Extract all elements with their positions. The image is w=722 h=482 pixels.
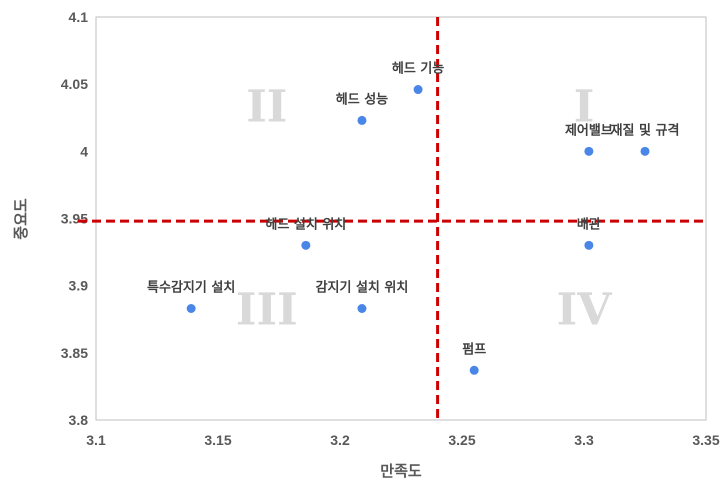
x-tick-label: 3.35 (692, 432, 719, 448)
quadrant-label: I (574, 82, 595, 133)
x-tick-label: 3.2 (330, 432, 350, 448)
data-point (186, 304, 196, 314)
y-tick-label: 3.8 (69, 412, 89, 428)
y-tick-label: 4 (80, 143, 88, 159)
data-point-label: 제어밸브 (565, 122, 613, 138)
x-tick-label: 3.3 (574, 432, 594, 448)
data-point (357, 304, 367, 314)
data-point-label: 배관 (577, 216, 601, 232)
data-point-label: 헤드 설치 위치 (265, 216, 346, 232)
data-points (186, 85, 650, 375)
plot-area (95, 16, 707, 421)
y-tick-label: 3.9 (69, 278, 89, 294)
data-point-label: 헤드 기능 (392, 61, 444, 77)
x-tick-label: 3.1 (86, 432, 106, 448)
data-point (640, 146, 650, 156)
data-point-label: 재질 및 규격 (611, 123, 680, 138)
data-point (469, 365, 479, 375)
reference-lines (78, 17, 706, 420)
y-tick-label: 4.1 (69, 9, 89, 25)
data-point-label: 펌프 (462, 341, 486, 357)
y-tick-label: 3.85 (61, 345, 88, 361)
data-point (584, 146, 594, 156)
quadrant-label: II (246, 82, 287, 133)
data-point-label: 감지기 설치 위치 (316, 280, 409, 296)
data-point (584, 240, 594, 250)
y-tick-label: 4.05 (61, 76, 88, 92)
quadrant-label: III (236, 285, 298, 336)
x-tick-label: 3.15 (204, 432, 231, 448)
x-tick-label: 3.25 (448, 432, 475, 448)
data-point (357, 115, 367, 125)
data-point (413, 85, 423, 95)
x-axis-title: 만족도 (380, 462, 422, 480)
x-tick-labels: 3.1 3.15 3.2 3.25 3.3 3.35 (86, 432, 720, 448)
data-point-label: 특수감지기 설치 (147, 280, 235, 296)
quadrant-label: IV (557, 285, 613, 336)
y-tick-labels: 3.8 3.85 3.9 3.95 4 4.05 4.1 (61, 9, 88, 428)
y-tick-label: 3.95 (61, 211, 88, 227)
y-axis-title: 중요도 (12, 198, 30, 240)
data-point (301, 240, 311, 250)
data-point-label: 헤드 성능 (336, 91, 388, 107)
